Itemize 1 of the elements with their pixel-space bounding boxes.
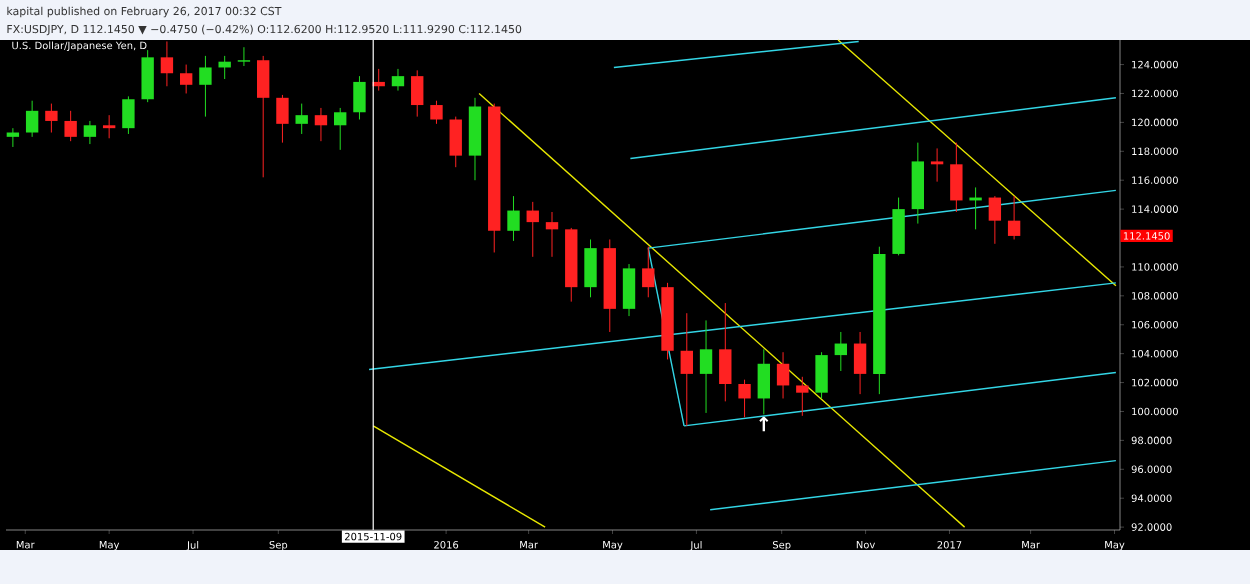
annotation: ↑	[759, 416, 769, 432]
